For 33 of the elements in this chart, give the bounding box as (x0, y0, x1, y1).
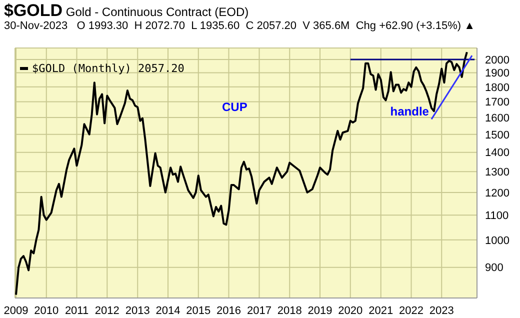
annotation: handle (390, 104, 430, 118)
y-tick-label: 1200 (485, 187, 510, 200)
y-tick-label: 1500 (485, 129, 510, 142)
y-tick-label: 1400 (485, 147, 510, 160)
legend-label: $GOLD (Monthly) 2057.20 (31, 62, 184, 75)
x-tick-label: 2009 (4, 304, 28, 317)
x-tick-label: 2011 (64, 304, 89, 317)
x-tick-label: 2013 (125, 304, 150, 317)
x-tick-label: 2014 (156, 304, 180, 317)
annotation: CUP (222, 100, 248, 114)
y-tick-label: 2000 (485, 54, 510, 66)
x-tick-label: 2018 (277, 304, 302, 317)
chart-title: $GOLD Gold - Continuous Contract (EOD) (4, 1, 249, 20)
chart-subtitle: 30-Nov-2023 O 1993.30 H 2072.70 L 1935.60 C 2057.20 V 365.6M Chg +62.90 (+3.15%) ▲ (4, 20, 475, 32)
y-tick-label: 1300 (485, 166, 510, 179)
x-tick-label: 2022 (398, 304, 424, 317)
y-tick-label: 900 (485, 262, 504, 274)
y-tick-label: 1900 (485, 68, 510, 80)
y-tick-label: 1600 (485, 112, 510, 124)
y-tick-label: 1700 (485, 96, 510, 109)
y-tick-label: 1100 (485, 210, 509, 222)
y-tick-label: 1800 (485, 82, 510, 94)
x-tick-label: 2023 (429, 304, 454, 317)
x-tick-label: 2010 (34, 304, 59, 317)
x-tick-label: 2012 (94, 304, 120, 317)
x-tick-label: 2020 (338, 304, 363, 317)
x-tick-label: 2016 (216, 304, 242, 317)
x-tick-label: 2017 (246, 304, 272, 317)
line-series (15, 51, 468, 296)
x-tick-label: 2019 (308, 304, 332, 317)
x-tick-label: 2021 (368, 304, 394, 317)
y-tick-label: 1000 (485, 234, 510, 247)
x-tick-label: 2015 (186, 304, 211, 317)
